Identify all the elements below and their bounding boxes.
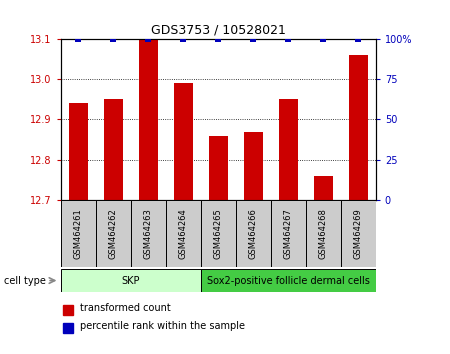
Text: GSM464263: GSM464263 [144,208,153,259]
Bar [61,200,96,267]
Bar [349,55,368,200]
Bar [131,200,166,267]
Bar [236,200,271,267]
Text: GSM464261: GSM464261 [74,208,83,259]
Point [180,36,187,42]
Text: transformed count: transformed count [80,303,171,313]
Point [320,36,327,42]
Point [250,36,257,42]
Text: GSM464262: GSM464262 [109,208,118,259]
Bar [306,200,341,267]
Point [110,36,117,42]
Bar [68,103,88,200]
Text: Sox2-positive follicle dermal cells: Sox2-positive follicle dermal cells [207,275,370,286]
Bar [139,39,158,200]
Text: GSM464269: GSM464269 [354,208,363,259]
Text: GSM464266: GSM464266 [249,208,258,259]
Point [215,36,222,42]
Bar [174,83,193,200]
Bar [279,99,298,200]
Bar [104,99,123,200]
Text: SKP: SKP [122,275,140,286]
Bar [166,200,201,267]
Point [285,36,292,42]
Point [144,36,152,42]
Point [355,36,362,42]
Bar [243,132,263,200]
Text: percentile rank within the sample: percentile rank within the sample [80,321,245,331]
Bar [314,176,333,200]
Text: GSM464264: GSM464264 [179,208,188,259]
Bar [209,136,228,200]
Text: GSM464265: GSM464265 [214,208,223,259]
Title: GDS3753 / 10528021: GDS3753 / 10528021 [151,23,286,36]
Text: GSM464267: GSM464267 [284,208,293,259]
Bar [201,269,376,292]
Bar [341,200,376,267]
Bar [201,200,236,267]
Text: cell type: cell type [4,275,46,286]
Point [75,36,82,42]
Bar [96,200,131,267]
Bar [271,200,306,267]
Bar [61,269,201,292]
Text: GSM464268: GSM464268 [319,208,328,259]
